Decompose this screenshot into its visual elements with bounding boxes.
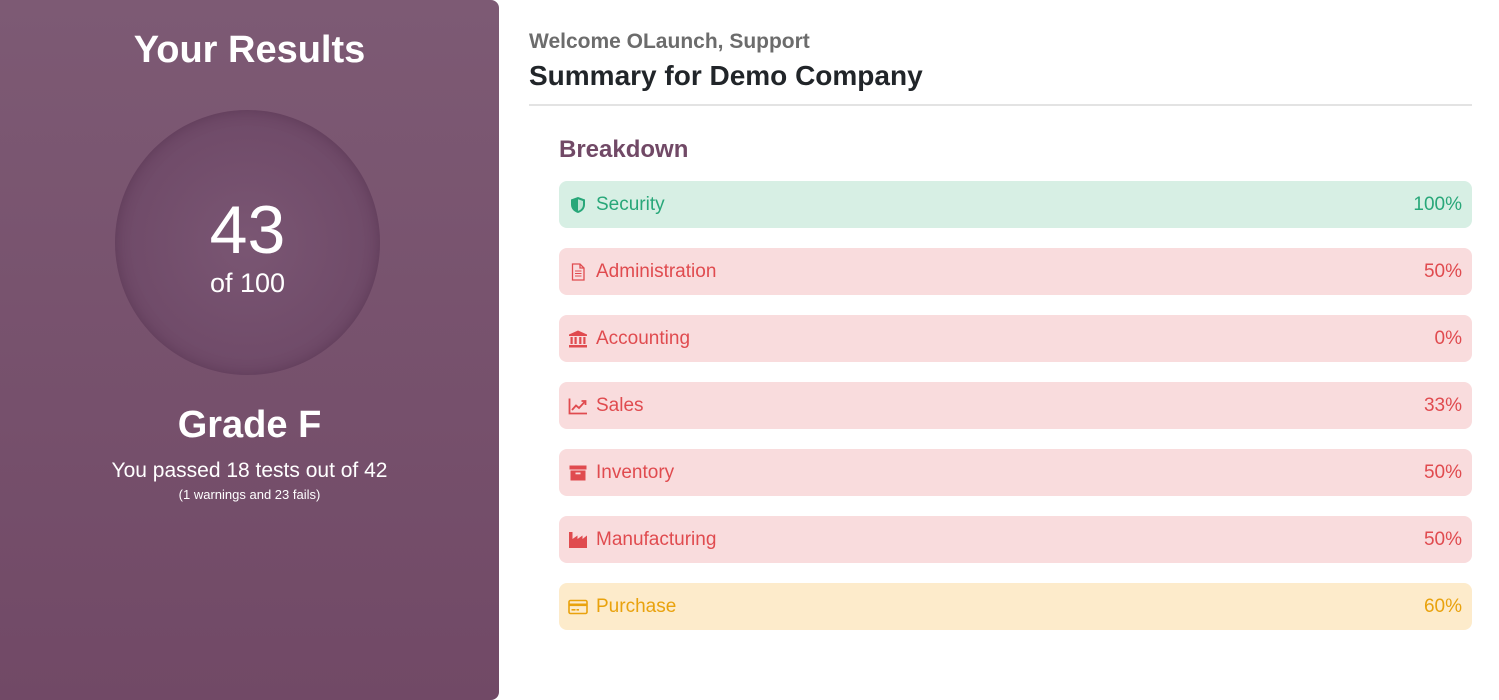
score-max: of 100 [209,268,286,298]
breakdown-percent: 50% [1423,528,1462,550]
breakdown-percent: 0% [1434,327,1462,349]
welcome-text: Welcome OLaunch, Support [529,30,810,53]
breakdown-row-purchase[interactable]: Purchase 60% [559,583,1472,630]
breakdown-percent: 60% [1423,595,1462,617]
factory-icon [568,530,588,550]
breakdown-label: Security [596,193,665,215]
breakdown-label: Accounting [596,327,691,349]
breakdown-label: Purchase [596,595,677,617]
shield-icon [568,195,588,215]
breakdown-row-administration[interactable]: Administration 50% [559,248,1472,295]
breakdown-percent: 50% [1423,260,1462,282]
bank-icon [568,329,588,349]
score-value: 43 [209,192,286,268]
results-title: Your Results [133,29,366,71]
breakdown-row-manufacturing[interactable]: Manufacturing 50% [559,516,1472,563]
breakdown-label: Manufacturing [596,528,717,550]
divider [529,104,1472,106]
warnings-fails-text: (1 warnings and 23 fails) [178,487,321,502]
passed-tests-text: You passed 18 tests out of 42 [111,459,388,482]
breakdown-row-inventory[interactable]: Inventory 50% [559,449,1472,496]
breakdown-percent: 50% [1423,461,1462,483]
archive-box-icon [568,463,588,483]
document-icon [568,262,588,282]
line-chart-icon [568,396,588,416]
breakdown-list: Security 100% Administration 50% Account… [559,181,1472,650]
grade-label: Grade F [177,404,322,446]
breakdown-percent: 100% [1413,193,1462,215]
score-circle: 43 of 100 [115,110,380,375]
breakdown-row-accounting[interactable]: Accounting 0% [559,315,1472,362]
breakdown-title: Breakdown [559,136,689,163]
breakdown-row-sales[interactable]: Sales 33% [559,382,1472,429]
summary-title: Summary for Demo Company [529,60,923,91]
credit-card-icon [568,597,588,617]
breakdown-percent: 33% [1423,394,1462,416]
breakdown-label: Inventory [596,461,675,483]
breakdown-row-security[interactable]: Security 100% [559,181,1472,228]
breakdown-label: Sales [596,394,644,416]
breakdown-label: Administration [596,260,717,282]
results-panel: Your Results 43 of 100 Grade F You passe… [0,0,499,700]
